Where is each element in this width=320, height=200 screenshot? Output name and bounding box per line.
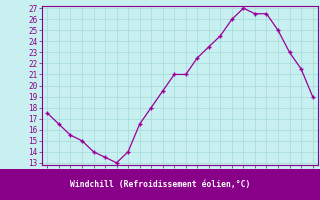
- Text: Windchill (Refroidissement éolien,°C): Windchill (Refroidissement éolien,°C): [70, 180, 250, 189]
